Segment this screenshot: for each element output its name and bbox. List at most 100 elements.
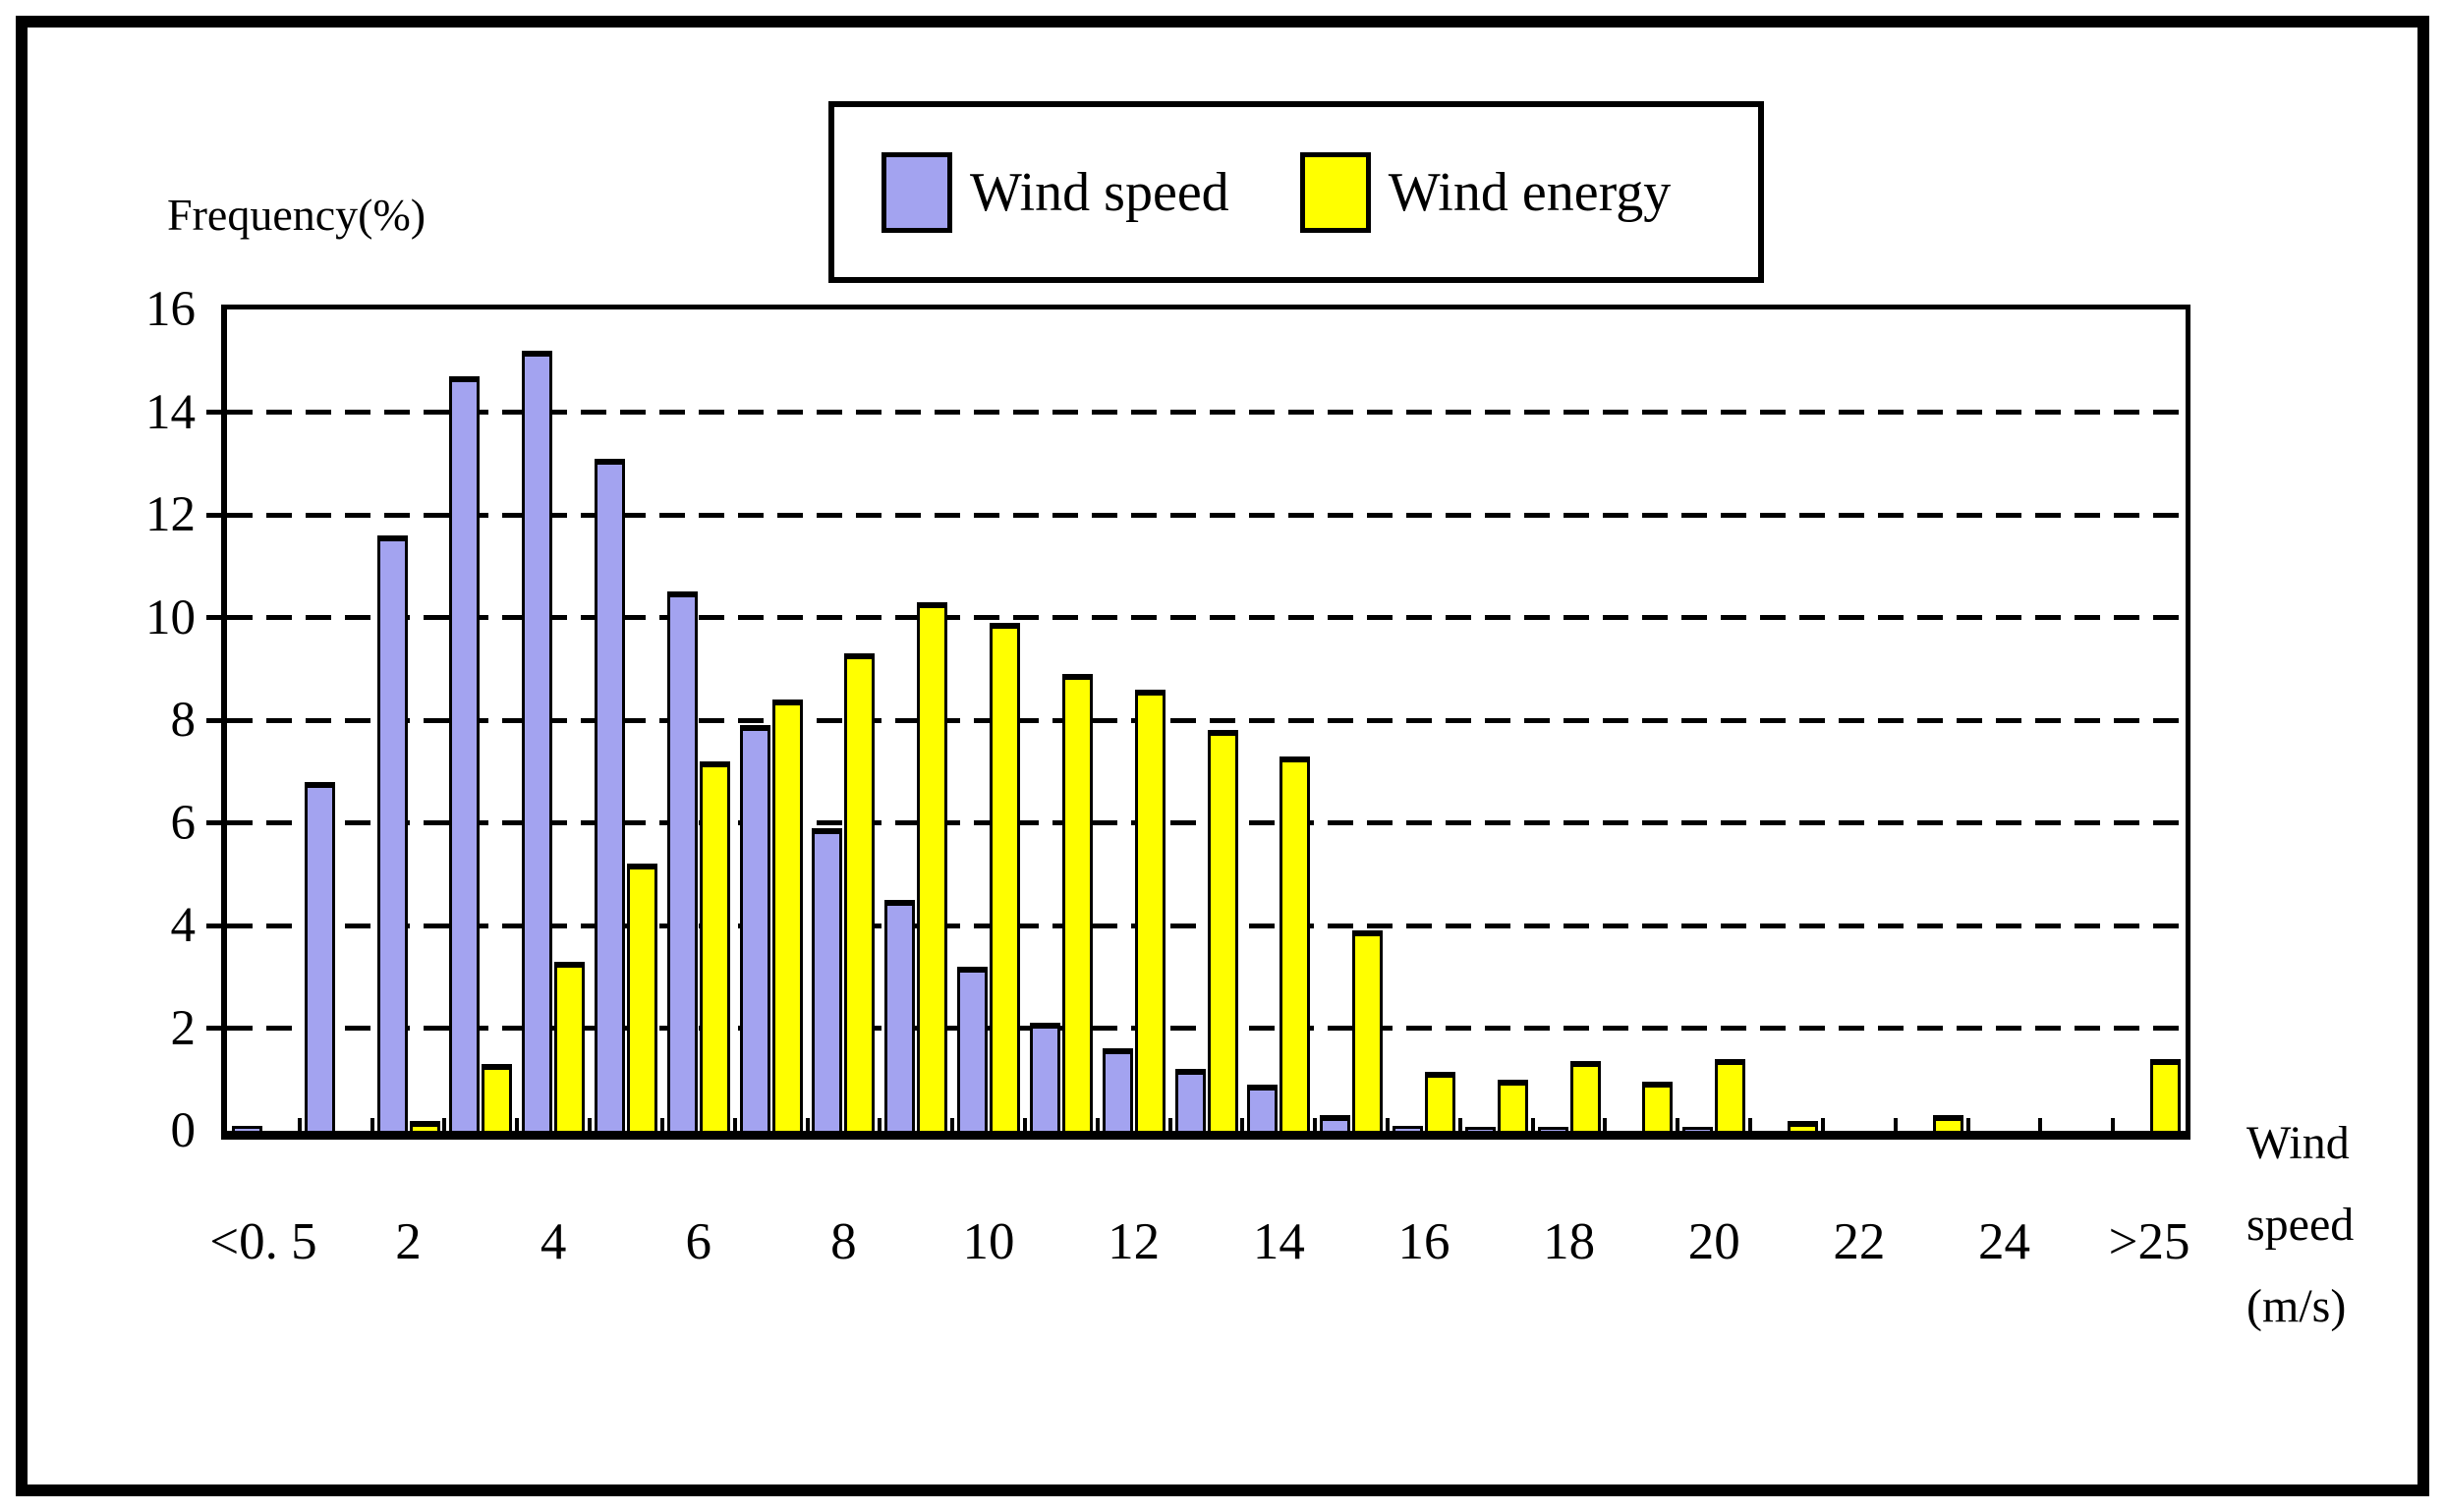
- y-tick-10: [206, 615, 227, 620]
- x-tick-21: [1748, 1118, 1753, 1131]
- x-tick-label-24: 24: [1977, 1213, 2030, 1270]
- legend-item-wind-speed: Wind speed: [881, 151, 1229, 233]
- gridline-y-4: [227, 923, 2186, 928]
- legend-label-wind-energy: Wind energy: [1388, 161, 1672, 223]
- x-tick-label-16: 16: [1397, 1213, 1450, 1270]
- x-tick-label-18: 18: [1543, 1213, 1596, 1270]
- x-tick-3: [442, 1118, 447, 1131]
- y-tick-8: [206, 717, 227, 723]
- x-tick-label-20: 20: [1687, 1213, 1740, 1270]
- wind-energy-swatch-icon: [1299, 151, 1371, 233]
- x-tick-label-10: 10: [962, 1213, 1015, 1270]
- bar-wind-energy-13: [1207, 730, 1238, 1131]
- legend: Wind speed Wind energy: [828, 101, 1764, 283]
- bar-wind-speed-<0.5: [231, 1125, 262, 1131]
- x-tick-20: [1676, 1118, 1680, 1131]
- x-tick-label-6: 6: [685, 1213, 712, 1270]
- y-tick-label-0: 0: [170, 1103, 197, 1158]
- plot-area: 0 2 4 6 8 10 12 14 16 <0. 5 2 4 6 8 10 12 14 16 18 20 22 24 >2…: [145, 282, 2190, 1270]
- x-tick-15: [1313, 1118, 1318, 1131]
- gridline-y-12: [227, 512, 2186, 518]
- x-tick-label-8: 8: [830, 1213, 857, 1270]
- figure-border: [16, 16, 2429, 1496]
- x-axis-title-line-2: (m/s): [2246, 1280, 2347, 1332]
- y-tick-label-12: 12: [145, 487, 196, 542]
- bar-wind-speed-7: [739, 725, 770, 1131]
- x-tick-label-4: 4: [540, 1213, 567, 1270]
- legend-item-wind-energy: Wind energy: [1299, 151, 1672, 233]
- y-tick-label-8: 8: [170, 693, 197, 748]
- x-tick-7: [732, 1118, 737, 1131]
- bar-wind-speed-16: [1392, 1125, 1423, 1131]
- x-tick-23: [1893, 1118, 1898, 1131]
- gridline-y-10: [227, 615, 2186, 620]
- bar-wind-speed-3: [449, 375, 481, 1131]
- y-tick-6: [206, 820, 227, 825]
- bar-wind-speed-8: [812, 827, 843, 1131]
- legend-label-wind-speed: Wind speed: [970, 161, 1229, 223]
- x-tick-label-2: 2: [395, 1213, 422, 1270]
- x-tick-19: [1603, 1118, 1608, 1131]
- bar-wind-speed-9: [884, 899, 916, 1131]
- bar-wind-speed-13: [1174, 1069, 1206, 1131]
- y-tick-14: [206, 410, 227, 415]
- bar-wind-speed-6: [666, 591, 698, 1131]
- y-axis-title: Frequency(%): [167, 190, 426, 240]
- bar-wind-speed-20: [1682, 1127, 1714, 1131]
- bar-wind-speed-4: [522, 350, 553, 1131]
- bar-wind-energy->25: [2150, 1058, 2182, 1131]
- x-tick-label-05: <0. 5: [209, 1213, 317, 1270]
- bar-wind-energy-10: [990, 622, 1021, 1131]
- y-tick-label-6: 6: [170, 795, 197, 851]
- x-tick-14: [1240, 1118, 1245, 1131]
- x-tick-5: [588, 1118, 593, 1131]
- bar-wind-speed-2: [376, 534, 408, 1131]
- x-tick-16: [1386, 1118, 1391, 1131]
- bar-wind-energy-8: [844, 653, 876, 1131]
- x-tick-4: [515, 1118, 520, 1131]
- y-tick-label-10: 10: [145, 589, 196, 645]
- x-axis-title-line-0: Wind: [2246, 1117, 2350, 1169]
- bar-wind-energy-3: [482, 1064, 513, 1131]
- gridline-y-2: [227, 1026, 2186, 1031]
- y-tick-12: [206, 512, 227, 518]
- bar-wind-energy-19: [1642, 1082, 1674, 1131]
- bar-wind-speed-1: [304, 781, 335, 1131]
- bar-wind-energy-2: [409, 1120, 440, 1131]
- bar-wind-speed-15: [1320, 1115, 1351, 1131]
- bar-wind-energy-6: [699, 760, 730, 1131]
- x-tick-label-25: >25: [2108, 1213, 2190, 1270]
- x-axis-title: Wind speed (m/s): [2246, 1102, 2354, 1347]
- x-tick-label-22: 22: [1833, 1213, 1886, 1270]
- bar-wind-energy-7: [771, 700, 803, 1131]
- x-tick-6: [659, 1118, 664, 1131]
- bar-wind-speed-12: [1102, 1048, 1133, 1131]
- x-tick-9: [878, 1118, 882, 1131]
- bar-wind-energy-12: [1134, 689, 1166, 1131]
- bar-wind-energy-20: [1715, 1058, 1746, 1131]
- x-tick-17: [1457, 1118, 1462, 1131]
- x-tick-25: [2038, 1118, 2043, 1131]
- x-tick-22: [1820, 1118, 1825, 1131]
- y-tick-label-2: 2: [170, 1000, 197, 1056]
- x-tick-24: [1965, 1118, 1970, 1131]
- y-tick-2: [206, 1026, 227, 1031]
- bar-wind-energy-4: [554, 961, 586, 1131]
- bar-wind-speed-11: [1029, 1023, 1060, 1131]
- x-tick-26: [2111, 1118, 2116, 1131]
- gridline-y-14: [227, 410, 2186, 415]
- bar-wind-energy-23: [1932, 1115, 1963, 1131]
- bar-wind-energy-21: [1788, 1120, 1819, 1131]
- x-tick-label-12: 12: [1108, 1213, 1161, 1270]
- bar-wind-energy-17: [1497, 1079, 1528, 1131]
- y-tick-label-4: 4: [170, 898, 197, 953]
- y-tick-label-14: 14: [145, 384, 196, 440]
- bar-wind-energy-9: [917, 601, 948, 1131]
- x-tick-13: [1167, 1118, 1172, 1131]
- bar-wind-energy-16: [1424, 1071, 1455, 1131]
- y-tick-4: [206, 923, 227, 928]
- x-tick-label-14: 14: [1252, 1213, 1305, 1270]
- x-axis-title-line-1: speed: [2246, 1199, 2355, 1251]
- bar-wind-speed-18: [1537, 1127, 1568, 1131]
